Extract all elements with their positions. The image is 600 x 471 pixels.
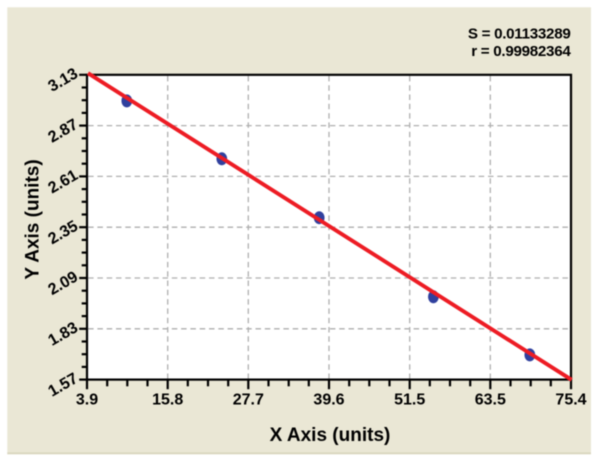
svg-text:r = 0.99982364: r = 0.99982364 bbox=[471, 43, 571, 60]
svg-text:X Axis (units): X Axis (units) bbox=[270, 425, 391, 446]
svg-text:63.5: 63.5 bbox=[475, 392, 506, 409]
svg-text:39.6: 39.6 bbox=[313, 392, 344, 409]
svg-text:S = 0.01133289: S = 0.01133289 bbox=[468, 25, 571, 42]
svg-text:75.4: 75.4 bbox=[555, 392, 586, 409]
svg-text:Y Axis (units): Y Axis (units) bbox=[23, 159, 44, 279]
svg-text:15.8: 15.8 bbox=[152, 392, 183, 409]
svg-text:3.9: 3.9 bbox=[76, 392, 98, 409]
svg-text:51.5: 51.5 bbox=[394, 392, 425, 409]
svg-text:27.7: 27.7 bbox=[233, 392, 264, 409]
